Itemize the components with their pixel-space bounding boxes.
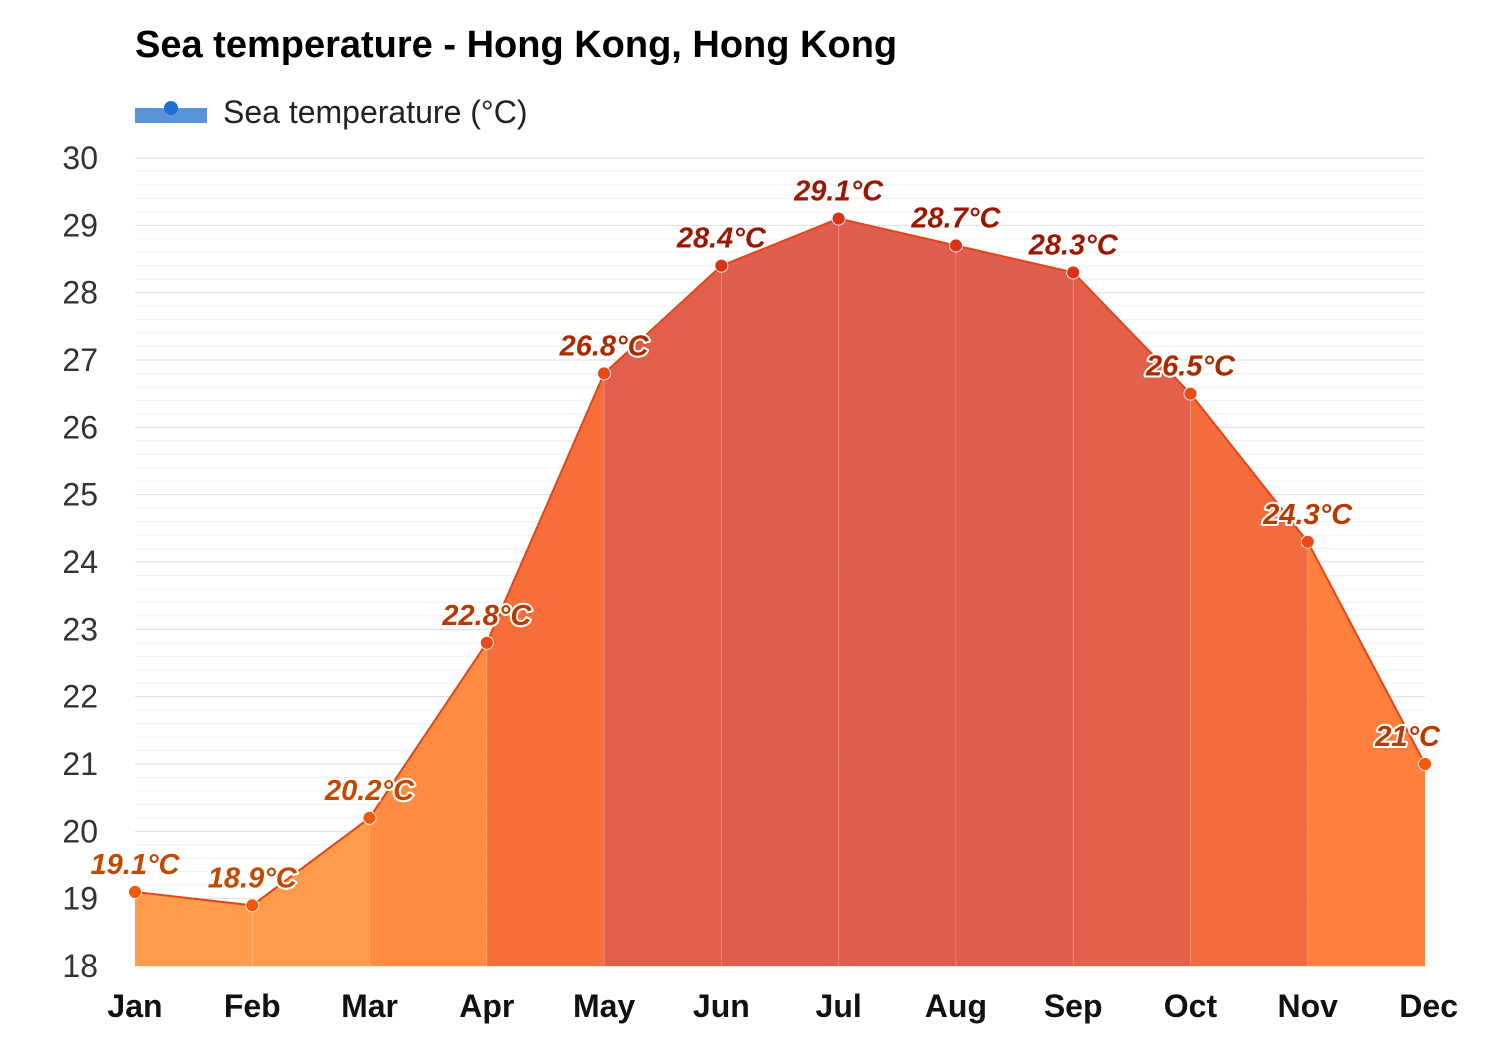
data-labels: 19.1°C 18.9°C 20.2°C 22.8°C 26.8°C 28.4°C 29.1…: [89, 174, 1444, 897]
data-label-apr: 22.8°C: [441, 600, 532, 632]
x-tick-label-jul: Jul: [816, 988, 862, 1024]
data-label-mar: 20.2°C: [324, 775, 415, 807]
data-point-jun[interactable]: [714, 258, 729, 273]
data-label-aug: 28.7°C: [910, 203, 1001, 235]
area-segment-nov: [1307, 541, 1425, 966]
x-tick-label-apr: Apr: [459, 988, 514, 1024]
x-tick-label-sep: Sep: [1044, 988, 1103, 1024]
legend-label: Sea temperature (°C): [223, 93, 528, 130]
data-point-may[interactable]: [597, 366, 611, 381]
area-segment-may: [604, 265, 722, 966]
data-point-aug[interactable]: [949, 238, 963, 253]
data-label-jun: 28.4°C: [676, 223, 767, 255]
area-segment-jul: [838, 218, 956, 967]
y-tick-label: 26: [62, 409, 98, 445]
x-tick-label-feb: Feb: [224, 988, 281, 1024]
x-tick-label-jun: Jun: [693, 988, 750, 1024]
x-tick-label-jan: Jan: [107, 988, 162, 1024]
data-point-dec[interactable]: [1418, 757, 1432, 771]
area-segment-feb: [252, 817, 370, 966]
y-tick-label: 23: [62, 611, 98, 647]
x-tick-label-may: May: [573, 988, 635, 1024]
y-tick-label: 21: [62, 746, 98, 782]
y-tick-label: 30: [62, 140, 98, 176]
y-tick-label: 24: [62, 544, 98, 580]
x-tick-label-dec: Dec: [1399, 988, 1458, 1024]
area-segment-sep: [1073, 272, 1191, 966]
data-label-jul: 29.1°C: [793, 176, 884, 208]
area-segment-aug: [955, 245, 1074, 967]
data-point-jan[interactable]: [128, 885, 142, 899]
area-segment-oct: [1190, 393, 1308, 967]
data-label-oct: 26.5°C: [1145, 351, 1236, 383]
data-point-apr[interactable]: [479, 635, 494, 650]
legend[interactable]: Sea temperature (°C): [135, 92, 527, 132]
data-label-dec: 21°C: [1374, 721, 1441, 753]
data-label-sep: 28.3°C: [1028, 229, 1119, 261]
data-point-oct[interactable]: [1183, 386, 1198, 401]
x-tick-label-oct: Oct: [1164, 988, 1218, 1024]
x-tick-label-mar: Mar: [341, 988, 398, 1024]
y-tick-label: 22: [62, 679, 98, 715]
y-tick-label: 20: [62, 813, 98, 849]
data-points: [128, 211, 1432, 913]
y-tick-label: 25: [62, 477, 98, 513]
legend-swatch: [135, 101, 207, 123]
data-point-mar[interactable]: [362, 810, 377, 825]
area-segments: [135, 218, 1425, 967]
area-segment-mar: [369, 642, 487, 966]
area-segment-jan: [135, 891, 253, 966]
y-tick-label: 27: [62, 342, 98, 378]
data-label-jan: 19.1°C: [91, 849, 181, 881]
x-axis: Jan Feb Mar Apr May Jun Jul Aug Sep Oct Nov Dec: [107, 988, 1458, 1024]
data-label-feb: 18.9°C: [208, 862, 298, 894]
area-segment-jun: [721, 218, 839, 967]
x-tick-label-aug: Aug: [925, 988, 987, 1024]
chart-title: Sea temperature - Hong Kong, Hong Kong: [135, 24, 898, 66]
y-tick-label: 19: [62, 881, 98, 917]
y-axis: 18 19 20 21 22 23 24 25 26 27 28 29 30: [62, 140, 98, 984]
data-point-nov[interactable]: [1300, 534, 1315, 549]
data-point-sep[interactable]: [1066, 265, 1081, 280]
data-point-feb[interactable]: [245, 898, 260, 913]
series-line-path: [134, 217, 1426, 907]
data-point-jul[interactable]: [831, 211, 846, 226]
y-tick-label: 28: [62, 275, 98, 311]
y-tick-label: 29: [62, 207, 98, 243]
series-line: [134, 217, 1426, 907]
y-tick-label: 18: [62, 948, 98, 984]
data-label-nov: 24.3°C: [1262, 499, 1353, 531]
data-label-may: 26.8°C: [559, 330, 650, 362]
area-segment-apr: [486, 373, 605, 966]
x-tick-label-nov: Nov: [1278, 988, 1339, 1024]
